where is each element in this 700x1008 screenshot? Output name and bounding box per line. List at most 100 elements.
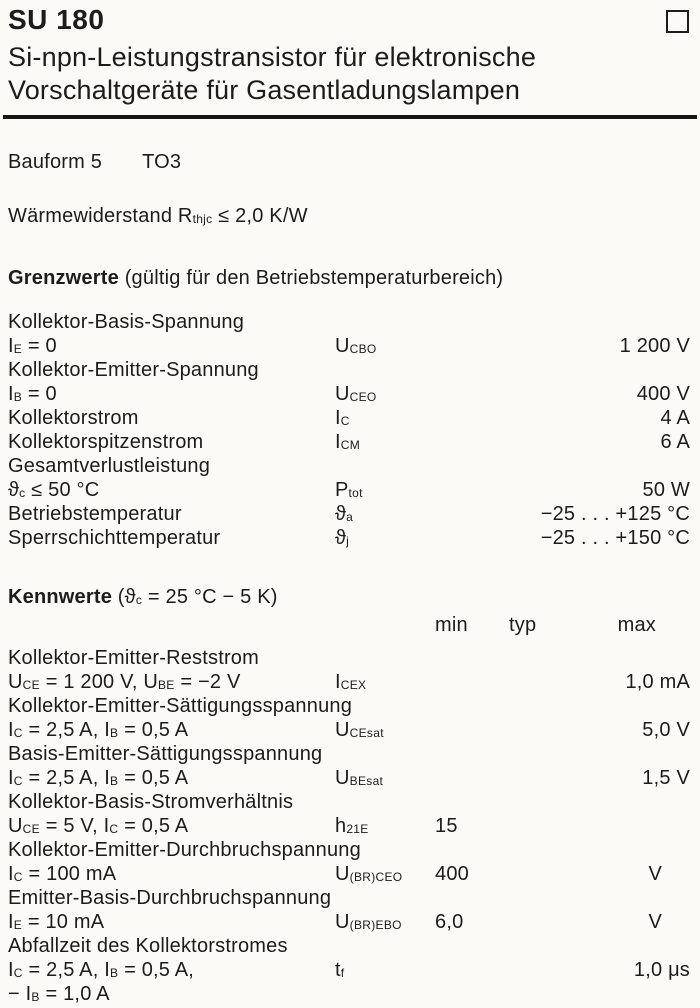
table-row: − IB = 1,0 A [8, 982, 690, 1006]
param-symbol: U(BR)EBO [335, 911, 402, 933]
bauform-label: Bauform 5 [8, 151, 103, 173]
param-symbol: h21E [335, 815, 369, 837]
param-value: −25 . . . +150 °C [540, 527, 690, 549]
param-label: IC = 2,5 A, IB = 0,5 A [8, 767, 189, 789]
param-symbol: UCBO [335, 335, 377, 357]
param-symbol: ϑa [335, 503, 354, 525]
page-title: SU 180 [8, 4, 105, 35]
table-row: Kollektor-Emitter-Spannung [8, 358, 690, 382]
table-row: Betriebstemperatur ϑa −25 . . . +125 °C [8, 502, 690, 526]
grenzwerte-heading-rest: (gültig für den Betriebstemperaturbereic… [118, 267, 504, 289]
param-value: 1 200 V [619, 335, 690, 357]
param-max: 5,0 V [642, 719, 690, 741]
param-symbol: U(BR)CEO [335, 863, 403, 885]
column-header-max: max [617, 614, 656, 636]
table-row: Gesamtverlustleistung [8, 454, 690, 478]
param-label: Kollektor-Emitter-Sättigungsspannung [8, 695, 353, 717]
param-label: Kollektorstrom [8, 407, 139, 429]
param-label: Kollektor-Emitter-Reststrom [8, 647, 259, 669]
param-label: Kollektorspitzenstrom [8, 431, 204, 453]
param-label: IB = 0 [8, 383, 57, 405]
table-row: Kollektor-Emitter-Reststrom [8, 646, 690, 670]
param-value: 50 W [642, 479, 690, 501]
table-row: IE = 10 mA U(BR)EBO 6,0 V [8, 910, 690, 934]
param-label: Basis-Emitter-Sättigungsspannung [8, 743, 323, 765]
table-row: ϑc ≤ 50 °C Ptot 50 W [8, 478, 690, 502]
table-row: Kollektorstrom IC 4 A [8, 406, 690, 430]
param-symbol: ICM [335, 431, 361, 453]
param-label: Kollektor-Basis-Spannung [8, 311, 245, 333]
param-symbol: UCEsat [335, 719, 384, 741]
param-value: −25 . . . +125 °C [540, 503, 690, 525]
param-label: IC = 2,5 A, IB = 0,5 A, [8, 959, 195, 981]
param-value: 4 A [660, 407, 690, 429]
table-row: IC = 2,5 A, IB = 0,5 A, tf 1,0 μs [8, 958, 690, 982]
table-row: Kollektor-Emitter-Durchbruchspannung [8, 838, 690, 862]
table-row: IB = 0 UCEO 400 V [8, 382, 690, 406]
param-symbol: ϑj [335, 527, 350, 549]
table-row: Abfallzeit des Kollektorstromes [8, 934, 690, 958]
param-label: Abfallzeit des Kollektorstromes [8, 935, 288, 957]
param-symbol: Ptot [335, 479, 363, 501]
param-min: 15 [435, 815, 458, 837]
param-max: V [648, 863, 662, 885]
table-row: IC = 100 mA U(BR)CEO 400 V [8, 862, 690, 886]
table-row: UCE = 5 V, IC = 0,5 A h21E 15 [8, 814, 690, 838]
kennwerte-table: Kollektor-Emitter-Reststrom UCE = 1 200 V… [8, 646, 690, 1006]
param-label: Kollektor-Emitter-Durchbruchspannung [8, 839, 361, 861]
column-header-min: min [435, 614, 468, 636]
table-row: Sperrschichttemperatur ϑj −25 . . . +150 °… [8, 526, 690, 550]
param-label: ϑc ≤ 50 °C [8, 479, 100, 501]
subtitle-line1: Si-npn-Leistungstransistor für elektroni… [8, 42, 537, 72]
divider-rule [3, 115, 697, 119]
kennwerte-heading: Kennwerte (ϑc = 25 °C − 5 K) [8, 585, 278, 612]
table-row: IC = 2,5 A, IB = 0,5 A UCEsat 5,0 V [8, 718, 690, 742]
param-label: Gesamtverlustleistung [8, 455, 211, 477]
table-row: Kollektor-Emitter-Sättigungsspannung [8, 694, 690, 718]
param-value: 6 A [660, 431, 690, 453]
table-row: UCE = 1 200 V, UBE = −2 V ICEX 1,0 mA [8, 670, 690, 694]
grenzwerte-heading-bold: Grenzwerte [8, 267, 119, 289]
param-max: V [648, 911, 662, 933]
param-symbol: UBEsat [335, 767, 384, 789]
param-symbol: IC [335, 407, 350, 429]
column-header-typ: typ [509, 614, 537, 636]
kennwerte-heading-rest: (ϑc = 25 °C − 5 K) [112, 586, 278, 608]
bauform-line: Bauform 5 TO3 [8, 150, 181, 174]
column-header-row: min typ max [8, 613, 690, 637]
param-min: 400 [435, 863, 469, 885]
grenzwerte-heading: Grenzwerte (gültig für den Betriebstempe… [8, 266, 503, 290]
grenzwerte-table: Kollektor-Basis-Spannung IE = 0 UCBO 1 200 … [8, 310, 690, 550]
param-label: IE = 0 [8, 335, 57, 357]
thermal-resistance-line: Wärmewiderstand Rthjc ≤ 2,0 K/W [8, 205, 308, 227]
param-max: 1,0 μs [633, 959, 690, 981]
param-label: Emitter-Basis-Durchbruchspannung [8, 887, 332, 909]
param-value: 400 V [636, 383, 690, 405]
device-description: Si-npn-Leistungstransistor für elektroni… [8, 41, 536, 107]
table-row: Kollektor-Basis-Stromverhältnis [8, 790, 690, 814]
param-max: 1,0 mA [625, 671, 690, 693]
param-label: IE = 10 mA [8, 911, 105, 933]
param-label: UCE = 5 V, IC = 0,5 A [8, 815, 189, 837]
table-row: IE = 0 UCBO 1 200 V [8, 334, 690, 358]
subtitle-line2: Vorschaltgeräte für Gasentladungslampen [8, 75, 521, 105]
param-label: − IB = 1,0 A [8, 983, 110, 1005]
param-label: Sperrschichttemperatur [8, 527, 221, 549]
param-label: Kollektor-Emitter-Spannung [8, 359, 259, 381]
param-min: 6,0 [435, 911, 464, 933]
param-symbol: tf [335, 959, 345, 981]
param-label: IC = 2,5 A, IB = 0,5 A [8, 719, 189, 741]
table-row: Basis-Emitter-Sättigungsspannung [8, 742, 690, 766]
kennwerte-column-headers: min typ max [8, 613, 690, 637]
param-symbol: UCEO [335, 383, 377, 405]
outlined-square-icon [666, 10, 689, 33]
param-label: IC = 100 mA [8, 863, 117, 885]
table-row: Kollektorspitzenstrom ICM 6 A [8, 430, 690, 454]
param-label: Kollektor-Basis-Stromverhältnis [8, 791, 294, 813]
table-row: Kollektor-Basis-Spannung [8, 310, 690, 334]
param-label: Betriebstemperatur [8, 503, 182, 525]
bauform-value: TO3 [142, 151, 182, 173]
param-label: UCE = 1 200 V, UBE = −2 V [8, 671, 241, 693]
table-row: Emitter-Basis-Durchbruchspannung [8, 886, 690, 910]
